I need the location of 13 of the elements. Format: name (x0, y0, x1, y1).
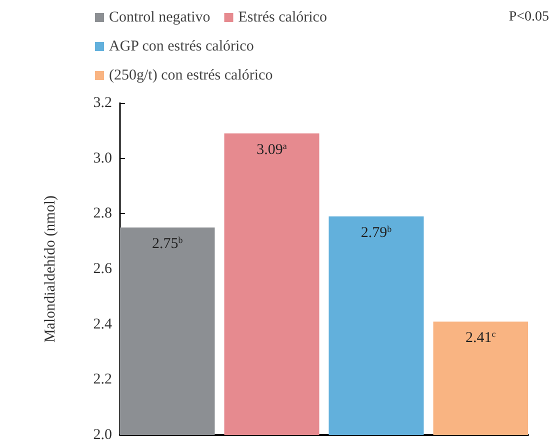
legend-label: Estrés calórico (238, 10, 327, 26)
text: P<0.05 (508, 10, 550, 24)
y-tick-label: 2.6 (93, 261, 112, 277)
y-tick-label: 2.2 (93, 372, 112, 388)
legend-label: Control negativo (109, 10, 210, 26)
y-tick-label: 3.2 (93, 95, 112, 111)
y-axis-title: Malondialdehído (nmol) (42, 195, 58, 343)
legend-label: (250g/t) con estrés calórico (109, 68, 273, 84)
legend-label: AGP con estrés calórico (109, 38, 254, 54)
y-tick-label: 2.4 (93, 316, 112, 332)
y-tick-label: 2.8 (93, 206, 112, 222)
y-tick-label: 2.0 (93, 427, 112, 443)
y-tick-label: 3.0 (93, 150, 112, 166)
